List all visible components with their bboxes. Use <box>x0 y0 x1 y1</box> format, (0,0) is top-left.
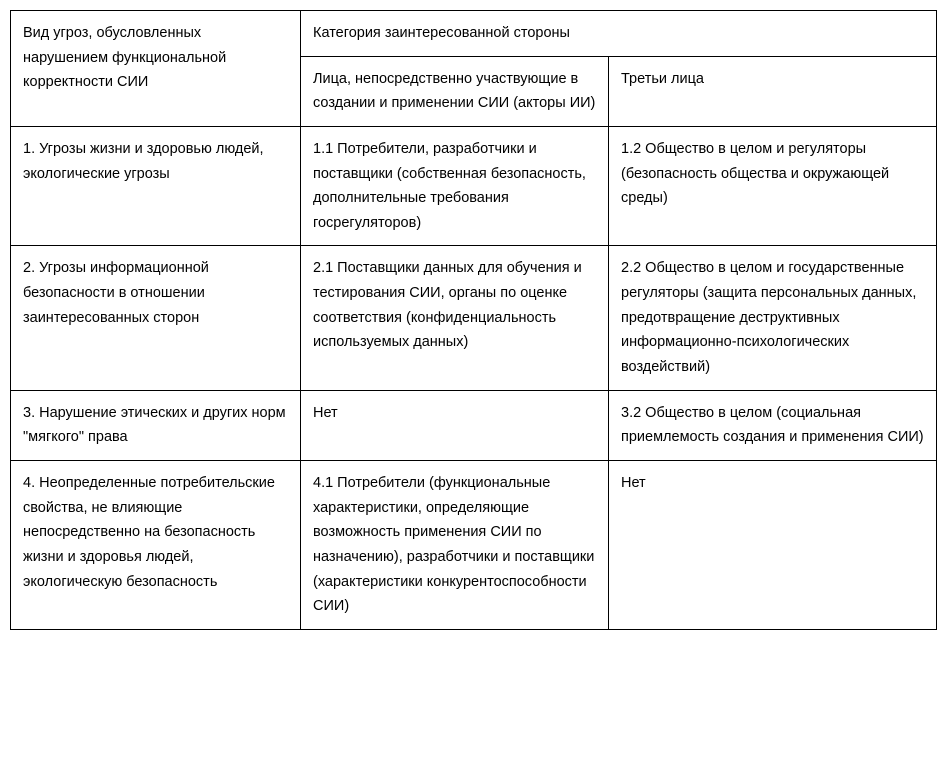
cell-threat: 2. Угрозы информационной безопасности в … <box>11 246 301 390</box>
cell-third: 1.2 Общество в целом и регуляторы (безоп… <box>609 126 937 246</box>
header-row-1: Вид угроз, обусловленных нарушением функ… <box>11 11 937 57</box>
cell-third: Нет <box>609 460 937 629</box>
table-row: 1. Угрозы жизни и здоровью людей, эколог… <box>11 126 937 246</box>
cell-actors: Нет <box>301 390 609 460</box>
threats-table: Вид угроз, обусловленных нарушением функ… <box>10 10 937 630</box>
header-third-parties: Третьи лица <box>609 56 937 126</box>
cell-actors: 4.1 Потребители (функциональные характер… <box>301 460 609 629</box>
cell-threat: 3. Нарушение этических и других норм "мя… <box>11 390 301 460</box>
cell-actors: 2.1 Поставщики данных для обучения и тес… <box>301 246 609 390</box>
cell-threat: 4. Неопределенные потребительские свойст… <box>11 460 301 629</box>
table-row: 3. Нарушение этических и других норм "мя… <box>11 390 937 460</box>
table-row: 2. Угрозы информационной безопасности в … <box>11 246 937 390</box>
cell-third: 2.2 Общество в целом и государственные р… <box>609 246 937 390</box>
header-actors: Лица, непосредственно участвующие в созд… <box>301 56 609 126</box>
header-stakeholder-group: Категория заинтересованной стороны <box>301 11 937 57</box>
table-row: 4. Неопределенные потребительские свойст… <box>11 460 937 629</box>
cell-threat: 1. Угрозы жизни и здоровью людей, эколог… <box>11 126 301 246</box>
cell-actors: 1.1 Потребители, разработчики и поставщи… <box>301 126 609 246</box>
header-threat-type: Вид угроз, обусловленных нарушением функ… <box>11 11 301 127</box>
cell-third: 3.2 Общество в целом (социальная приемле… <box>609 390 937 460</box>
